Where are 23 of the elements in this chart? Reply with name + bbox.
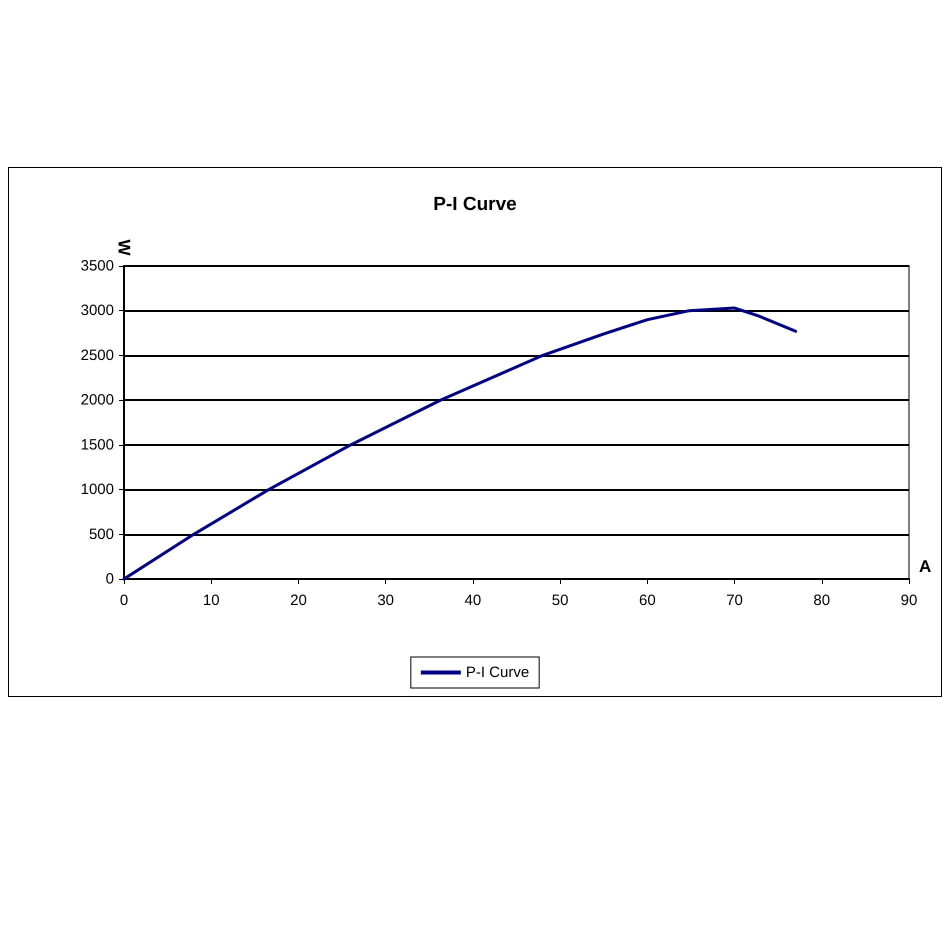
x-tick-label: 30 [377,592,394,609]
x-tick-label: 90 [900,592,918,609]
x-tick-label: 20 [290,592,307,609]
x-tick-label: 60 [638,592,656,609]
y-tick-label: 2000 [80,392,114,409]
legend-label: P-I Curve [466,664,530,681]
x-tick-label: 50 [552,592,568,609]
x-tick-label: 10 [202,592,220,609]
y-axis-title: W [114,240,134,257]
chart-title: P-I Curve [433,194,517,215]
y-tick-label: 2500 [80,346,114,364]
y-tick-label: 3500 [80,258,114,274]
x-axis-title: A [919,557,932,576]
y-tick-label: 1500 [80,436,114,454]
x-tick-label: 70 [726,592,743,609]
y-tick-label: 3000 [80,302,114,320]
x-tick-label: 80 [813,592,830,609]
x-tick-label: 40 [464,592,482,609]
y-tick-label: 500 [88,526,114,543]
y-tick-label: 0 [106,570,114,588]
y-tick-label: 1000 [80,481,114,498]
line-series [122,306,798,580]
x-tick-label: 0 [120,592,128,609]
